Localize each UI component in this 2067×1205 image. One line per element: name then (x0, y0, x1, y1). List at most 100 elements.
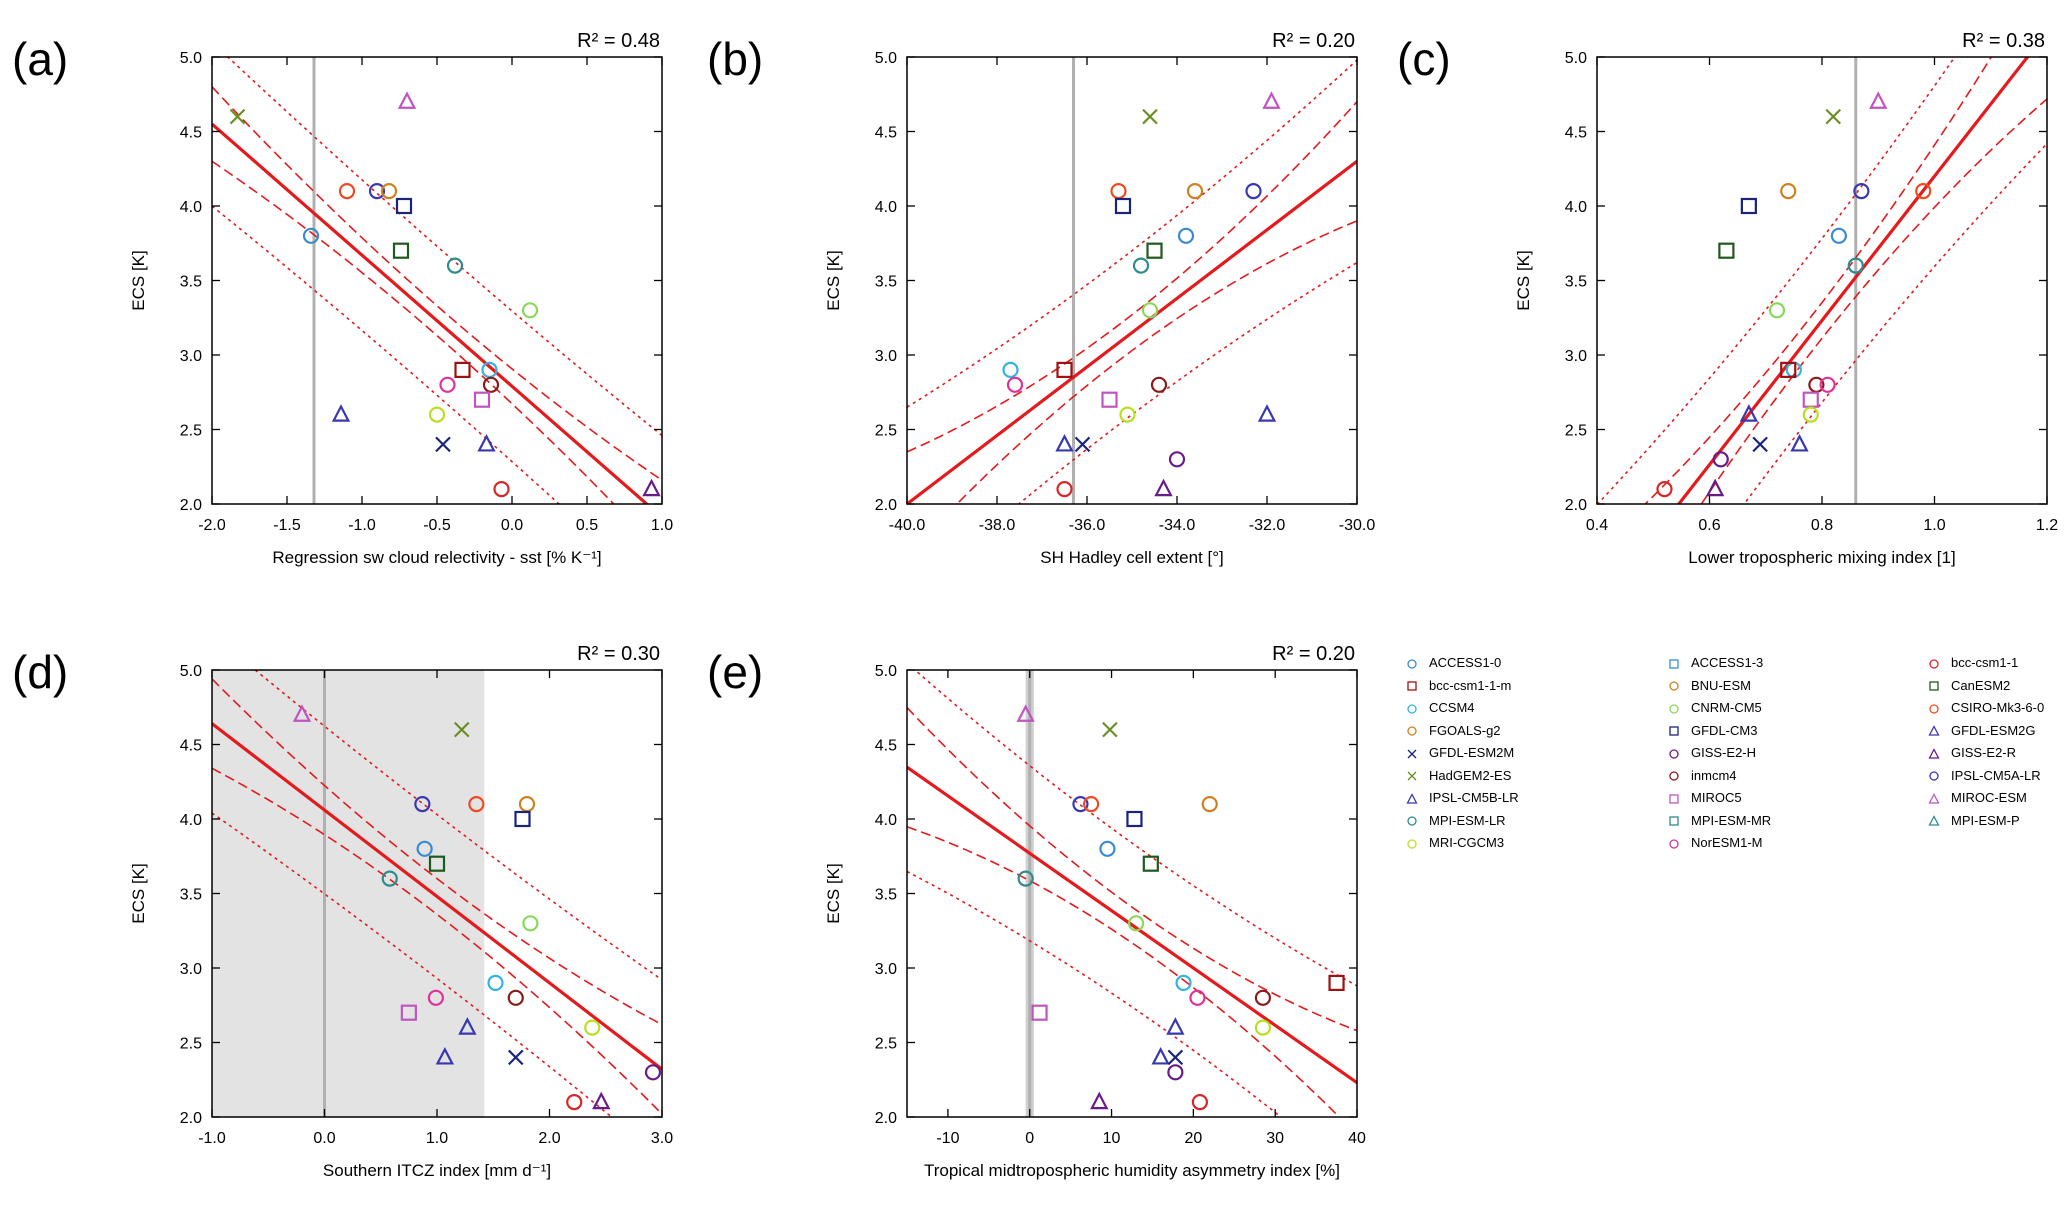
legend-marker-icon (1928, 725, 1940, 736)
data-point-bcc-csm1-1-m (1780, 361, 1797, 378)
confidence-band (907, 101, 1357, 453)
legend-marker-icon (1929, 681, 1939, 691)
data-point-inmcm4 (507, 989, 524, 1006)
data-point-IPSL-CM5A-LR (414, 795, 431, 813)
prediction-band (907, 870, 1283, 1117)
y-tick-label: 4.5 (875, 738, 897, 755)
data-point-GFDL-ESM2M (1167, 1049, 1184, 1066)
data-point-GFDL-CM3 (1114, 197, 1132, 215)
prediction-band (1597, 57, 1956, 504)
legend-marker-icon (1928, 747, 1940, 759)
y-tick-label: 2.0 (180, 497, 202, 514)
legend-label: MIROC5 (1691, 790, 1742, 805)
y-axis-label: ECS [K] (824, 863, 843, 923)
data-point-CanESM2 (428, 855, 446, 872)
x-tick-label: -1.0 (198, 1130, 226, 1147)
legend-marker-icon (1407, 703, 1417, 714)
x-tick-label: -0.5 (423, 517, 451, 534)
legend-label: CNRM-CM5 (1691, 700, 1762, 715)
legend-label: BNU-ESM (1691, 677, 1751, 693)
panel-label: (a) (12, 33, 68, 85)
y-tick-label: 2.0 (875, 1110, 897, 1127)
data-point-GISS-E2-R (1154, 478, 1173, 497)
data-point-GISS-E2-R (1705, 478, 1725, 497)
data-point-MIROC5 (473, 391, 491, 408)
y-tick-label: 3.0 (180, 348, 202, 365)
legend-label: ACCESS1-0 (1429, 655, 1502, 670)
data-point-IPSL-CM5B-LR (458, 1017, 477, 1035)
legend-label: IPSL-CM5A-LR (1951, 767, 2041, 783)
regression-line (1676, 57, 2030, 504)
legend-marker-icon (1407, 749, 1417, 759)
prediction-band (212, 205, 561, 504)
y-tick-label: 5.0 (180, 50, 202, 67)
data-point-GFDL-ESM2G (1055, 433, 1074, 452)
x-tick-label: 0.5 (576, 517, 598, 534)
y-tick-label: 4.0 (180, 199, 202, 216)
data-point-MIROC-ESM (397, 91, 417, 109)
data-point-MPI-ESM-LR (446, 257, 464, 274)
data-point-bcc-csm1-1 (566, 1093, 583, 1111)
y-tick-label: 5.0 (180, 663, 202, 680)
y-tick-label: 3.0 (875, 348, 897, 365)
data-point-MRI-CGCM3 (1119, 406, 1136, 423)
y-tick-label: 3.0 (1565, 348, 1587, 365)
data-point-bcc-csm1-1 (1656, 481, 1673, 498)
legend-label: GFDL-CM3 (1691, 722, 1758, 738)
y-tick-label: 2.5 (180, 1036, 202, 1053)
legend-marker-icon (1669, 838, 1679, 849)
panel-e: -10 0 10 20 30 40 2.0 2.5 3.0 3.5 4.0 4.5 5.0 Tropica… (707, 643, 1366, 1180)
data-point-ACCESS1-0 (416, 840, 433, 857)
data-point-CCSM4 (1175, 974, 1192, 992)
y-tick-label: 2.5 (875, 1036, 897, 1053)
points (1002, 91, 1281, 498)
data-point-inmcm4 (482, 376, 500, 393)
legend-marker-icon (1669, 726, 1679, 736)
legend-label: GISS-E2-H (1691, 745, 1757, 760)
legend-item: CCSM4 (1405, 700, 1475, 716)
prediction-band (907, 59, 1357, 408)
data-point-IPSL-CM5A-LR (1245, 183, 1262, 200)
data-point-FGOALS-g2 (380, 183, 398, 200)
legend-item: MRI-CGCM3 (1405, 835, 1504, 851)
data-point-MIROC5 (1802, 391, 1819, 408)
data-point-CSIRO-Mk3-6-0 (1082, 795, 1100, 813)
legend-label: CCSM4 (1429, 700, 1475, 715)
data-point-GISS-E2-H (1712, 451, 1729, 468)
data-point-CSIRO-Mk3-6-0 (1110, 183, 1127, 200)
legend-item: ACCESS1-3 (1667, 655, 1763, 671)
legend-marker-icon (1928, 792, 1940, 804)
data-point-ACCESS1-0 (1099, 840, 1116, 857)
confidence-band (212, 678, 662, 1026)
legend-item: ACCESS1-0 (1405, 655, 1501, 671)
plot-frame (906, 669, 1358, 1118)
x-tick-label: 3.0 (651, 1130, 673, 1147)
data-point-MPI-ESM-LR (1017, 870, 1034, 887)
data-point-IPSL-CM5A-LR (368, 183, 386, 200)
y-tick-label: 3.5 (180, 887, 202, 904)
legend-marker-icon (1407, 816, 1417, 826)
x-tick-label: -34.0 (1159, 517, 1196, 534)
data-point-GISS-E2-R (592, 1091, 611, 1110)
data-point-MRI-CGCM3 (1802, 406, 1819, 423)
y-tick-label: 3.5 (1565, 274, 1587, 291)
x-tick-label: 0.0 (501, 517, 523, 534)
legend-label: MPI-ESM-LR (1429, 812, 1506, 828)
y-tick-label: 4.5 (180, 125, 202, 142)
data-point-IPSL-CM5A-LR (1072, 795, 1089, 813)
legend-label: CSIRO-Mk3-6-0 (1951, 700, 2045, 715)
data-point-GFDL-CM3 (1126, 810, 1143, 828)
y-tick-label: 3.0 (180, 961, 202, 978)
points (292, 704, 662, 1111)
regression-line (212, 722, 662, 1071)
x-tick-label: 0.0 (313, 1130, 335, 1147)
x-tick-label: 2.0 (538, 1130, 560, 1147)
points (229, 91, 661, 498)
data-point-CSIRO-Mk3-6-0 (338, 183, 356, 200)
legend-marker-icon (1929, 658, 1939, 669)
x-tick-label: 1.0 (426, 1130, 448, 1147)
legend: ACCESS1-0 ACCESS1-3 bcc-csm1-1 bcc-csm1-1-m… (1405, 655, 2045, 865)
regression-line (907, 765, 1357, 1085)
y-tick-label: 4.0 (1565, 199, 1587, 216)
y-tick-label: 3.5 (180, 274, 202, 291)
